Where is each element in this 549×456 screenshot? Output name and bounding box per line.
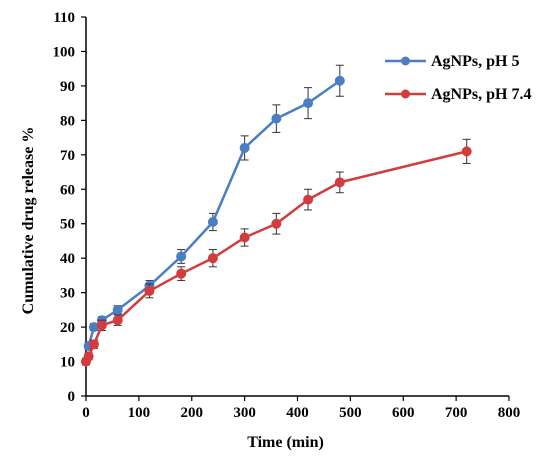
data-point: [176, 251, 187, 262]
y-tick-label: 100: [53, 44, 76, 60]
data-point: [112, 315, 123, 326]
data-point: [239, 142, 250, 153]
y-tick-label: 60: [60, 182, 75, 198]
y-tick-label: 50: [60, 217, 75, 233]
y-tick-label: 30: [60, 286, 75, 302]
x-tick-label: 700: [445, 405, 468, 421]
x-tick-label: 200: [181, 405, 204, 421]
data-point: [83, 351, 94, 362]
data-point: [88, 339, 99, 350]
y-ticks: 0 10 20 30 40 50 60 70 80 90 100 110: [53, 10, 86, 405]
legend-label: AgNPs, pH 5: [431, 53, 519, 70]
data-point: [112, 304, 123, 315]
data-point: [96, 320, 107, 331]
x-tick-label: 400: [286, 405, 309, 421]
data-point: [271, 113, 282, 124]
legend-label: AgNPs, pH 7.4: [431, 86, 531, 103]
x-tick-label: 600: [392, 405, 415, 421]
series-1: [83, 64, 345, 352]
x-tick-label: 300: [233, 405, 256, 421]
data-point: [271, 218, 282, 229]
data-point: [207, 253, 218, 264]
data-point: [334, 177, 345, 188]
x-tick-label: 0: [82, 405, 90, 421]
data-point: [334, 75, 345, 86]
y-tick-label: 80: [60, 113, 75, 129]
y-tick-label: 10: [60, 355, 75, 371]
data-point: [239, 232, 250, 243]
data-point: [144, 285, 155, 296]
y-tick-label: 0: [68, 389, 76, 405]
series-line: [84, 150, 467, 363]
x-tick-label: 500: [339, 405, 362, 421]
legend: AgNPs, pH 5 AgNPs, pH 7.4: [385, 53, 531, 103]
y-tick-label: 40: [60, 251, 75, 267]
data-point: [303, 98, 314, 109]
y-tick-label: 110: [53, 10, 75, 26]
x-tick-label: 100: [128, 405, 151, 421]
x-tick-label: 800: [498, 405, 521, 421]
legend-marker: [401, 56, 410, 66]
series-2: [81, 138, 472, 367]
data-point: [207, 217, 218, 228]
x-axis-title: Time (min): [247, 434, 324, 451]
y-axis-title: Cumulative drug release %: [20, 127, 37, 315]
legend-marker: [401, 89, 410, 99]
y-tick-label: 90: [60, 79, 75, 95]
x-ticks: 0 100 200 300 400 500 600 700 800: [82, 396, 520, 421]
data-point: [176, 268, 187, 279]
data-point: [303, 194, 314, 205]
y-tick-label: 20: [60, 320, 75, 336]
y-tick-label: 70: [60, 148, 75, 164]
series-layer: [81, 64, 472, 367]
data-point: [461, 146, 472, 157]
